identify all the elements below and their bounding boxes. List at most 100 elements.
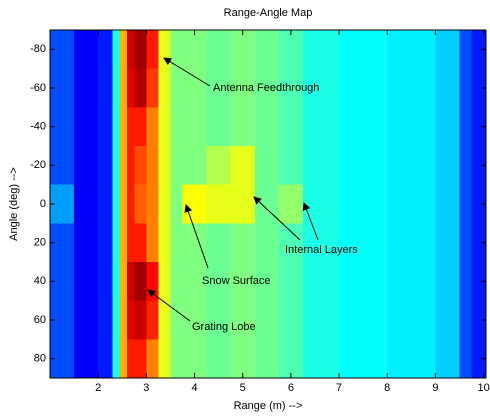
arrow bbox=[184, 204, 209, 269]
heat-cell bbox=[387, 223, 436, 263]
heat-cell bbox=[435, 107, 461, 147]
x-tick-label: 10 bbox=[477, 382, 489, 394]
y-tick-label: 60 bbox=[34, 314, 46, 326]
heat-cell bbox=[158, 223, 171, 263]
heat-cell bbox=[230, 107, 256, 147]
heat-cell bbox=[387, 300, 436, 340]
heat-cell bbox=[278, 223, 304, 263]
y-tick-label: -60 bbox=[30, 82, 46, 94]
y-tick-label: 20 bbox=[34, 237, 46, 249]
annotation: Snow Surface bbox=[202, 275, 270, 287]
x-tick-label: 7 bbox=[336, 382, 342, 394]
heat-cell bbox=[435, 300, 461, 340]
heat-cell bbox=[134, 300, 147, 340]
heat-cell bbox=[387, 146, 436, 186]
heat-cell bbox=[206, 184, 232, 224]
heat-cell bbox=[112, 339, 121, 379]
heat-cell bbox=[459, 300, 473, 340]
x-tick-label: 2 bbox=[95, 382, 101, 394]
heat-cell bbox=[339, 300, 388, 340]
heat-cell bbox=[170, 300, 183, 340]
heat-cell bbox=[230, 184, 256, 224]
heat-cell bbox=[302, 30, 340, 70]
heat-cell bbox=[339, 107, 388, 147]
heat-cell bbox=[278, 300, 304, 340]
heat-cell bbox=[170, 30, 183, 70]
heat-cell bbox=[127, 30, 135, 70]
heat-cell bbox=[339, 30, 388, 70]
heat-cell bbox=[146, 68, 159, 108]
heat-cell bbox=[387, 68, 436, 108]
heat-cell bbox=[278, 262, 304, 302]
y-axis-label: Angle (deg) --> bbox=[8, 167, 20, 241]
heat-cell bbox=[182, 107, 208, 147]
heat-cell bbox=[112, 68, 121, 108]
heat-cell bbox=[206, 262, 232, 302]
heat-cell bbox=[278, 146, 304, 186]
heat-cell bbox=[119, 30, 128, 70]
annotation: Grating Lobe bbox=[192, 321, 256, 333]
arrow bbox=[253, 196, 301, 241]
heat-cell bbox=[254, 30, 280, 70]
heat-cell bbox=[435, 184, 461, 224]
heat-cell bbox=[206, 339, 232, 379]
heat-cell bbox=[74, 68, 99, 108]
heat-cell bbox=[206, 300, 232, 340]
heat-cell bbox=[146, 30, 159, 70]
heat-cell bbox=[98, 300, 114, 340]
heat-cell bbox=[182, 184, 208, 224]
x-tick-label: 4 bbox=[191, 382, 197, 394]
heat-cell bbox=[254, 146, 280, 186]
heat-cell bbox=[206, 68, 232, 108]
heat-cell bbox=[74, 107, 99, 147]
heat-cell bbox=[158, 68, 171, 108]
heat-cell bbox=[127, 107, 135, 147]
heat-cell bbox=[302, 184, 340, 224]
heat-cell bbox=[471, 68, 487, 108]
heat-cell bbox=[134, 339, 147, 379]
heat-cell bbox=[119, 262, 128, 302]
y-tick-label: -20 bbox=[30, 159, 46, 171]
heat-cell bbox=[471, 300, 487, 340]
y-tick-label: 40 bbox=[34, 275, 46, 287]
heat-cell bbox=[459, 184, 473, 224]
heat-cell bbox=[170, 68, 183, 108]
heat-cell bbox=[471, 184, 487, 224]
heat-cell bbox=[254, 339, 280, 379]
heat-cell bbox=[119, 300, 128, 340]
x-tick-label: 8 bbox=[384, 382, 390, 394]
heat-cell bbox=[134, 262, 147, 302]
heat-cell bbox=[119, 184, 128, 224]
heat-cell bbox=[254, 68, 280, 108]
heat-cell bbox=[182, 262, 208, 302]
heat-cell bbox=[206, 107, 232, 147]
heat-cell bbox=[112, 107, 121, 147]
heat-cell bbox=[278, 184, 304, 224]
heat-cell bbox=[112, 262, 121, 302]
heat-cell bbox=[112, 223, 121, 263]
heat-cell bbox=[146, 223, 159, 263]
x-tick-label: 9 bbox=[432, 382, 438, 394]
heat-cell bbox=[127, 146, 135, 186]
heat-cell bbox=[471, 339, 487, 379]
heat-cell bbox=[98, 184, 114, 224]
heat-cell bbox=[278, 107, 304, 147]
heat-cell bbox=[182, 30, 208, 70]
heat-cell bbox=[471, 223, 487, 263]
heat-cell bbox=[74, 146, 99, 186]
annotation: Internal Layers bbox=[285, 244, 358, 256]
arrow bbox=[147, 289, 191, 322]
heat-cell bbox=[134, 146, 147, 186]
heat-cell bbox=[206, 223, 232, 263]
heat-cell bbox=[302, 223, 340, 263]
heat-cell bbox=[435, 223, 461, 263]
heat-cell bbox=[146, 300, 159, 340]
heat-cell bbox=[254, 262, 280, 302]
heat-cell bbox=[119, 146, 128, 186]
heat-cell bbox=[74, 300, 99, 340]
heat-cell bbox=[435, 339, 461, 379]
heat-cell bbox=[435, 30, 461, 70]
heat-cell bbox=[98, 107, 114, 147]
heat-cell bbox=[182, 68, 208, 108]
